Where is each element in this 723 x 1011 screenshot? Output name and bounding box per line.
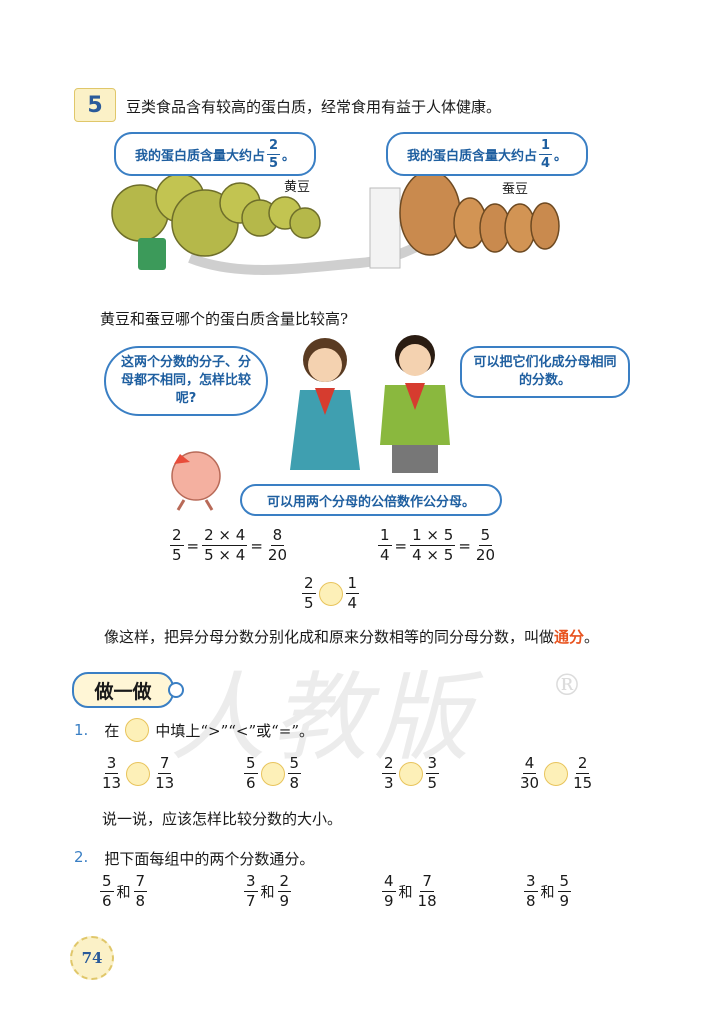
- page-number: 74: [81, 949, 103, 967]
- example-number-badge: 5: [74, 88, 116, 122]
- keyword-tongfen: 通分: [554, 628, 585, 646]
- bean-mascot-icon: [171, 451, 221, 511]
- q2-number: 2.: [74, 848, 89, 866]
- q2-line: 2. 把下面每组中的两个分数通分。: [74, 848, 315, 868]
- q1-number: 1.: [74, 721, 89, 739]
- beans-illustration: [111, 170, 560, 275]
- bean-speech-bubble: 可以用两个分母的公倍数作公分母。: [240, 484, 502, 516]
- broadbean-group-icon: [369, 170, 560, 269]
- q1-followup: 说一说，应该怎样比较分数的大小。: [102, 810, 343, 828]
- soybean-group-icon: [111, 173, 474, 275]
- practice-title-tail: [168, 682, 184, 698]
- answer-circle[interactable]: [398, 761, 423, 786]
- answer-circle[interactable]: [318, 581, 343, 606]
- registered-mark: ®: [552, 668, 582, 703]
- girl-thought-bubble: 这两个分数的分子、分母都不相同，怎样比较呢?: [104, 346, 268, 416]
- definition-text: 像这样，把异分母分数分别化成和原来分数相等的同分母分数，叫做通分。: [104, 628, 600, 646]
- answer-circle[interactable]: [260, 761, 285, 786]
- q1-line: 1. 在 中填上“>”“<”或“=”。: [74, 718, 314, 742]
- soybean-label: 黄豆: [284, 180, 311, 195]
- q1-pair-1: 3 13 7 13: [102, 754, 175, 792]
- broadbean-label: 蚕豆: [502, 182, 529, 197]
- practice-title-badge: 做一做: [72, 672, 174, 708]
- watermark: 人教版: [170, 662, 476, 774]
- answer-circle[interactable]: [544, 761, 569, 786]
- question-text: 黄豆和蚕豆哪个的蛋白质含量比较高?: [100, 310, 349, 328]
- circle-icon: [125, 718, 150, 742]
- girl-icon: [290, 338, 360, 470]
- answer-circle[interactable]: [126, 761, 151, 786]
- example-intro: 豆类食品含有较高的蛋白质，经常食用有益于人体健康。: [126, 98, 502, 116]
- q1-pair-4: 4 30 2 15: [520, 754, 593, 792]
- practice-title: 做一做: [94, 680, 152, 703]
- page-number-badge: 74: [70, 936, 114, 980]
- children-illustration: [290, 335, 450, 473]
- boy-speech-bubble: 可以把它们化成分母相同的分数。: [460, 346, 630, 398]
- example-number: 5: [87, 92, 103, 118]
- boy-icon: [380, 335, 450, 473]
